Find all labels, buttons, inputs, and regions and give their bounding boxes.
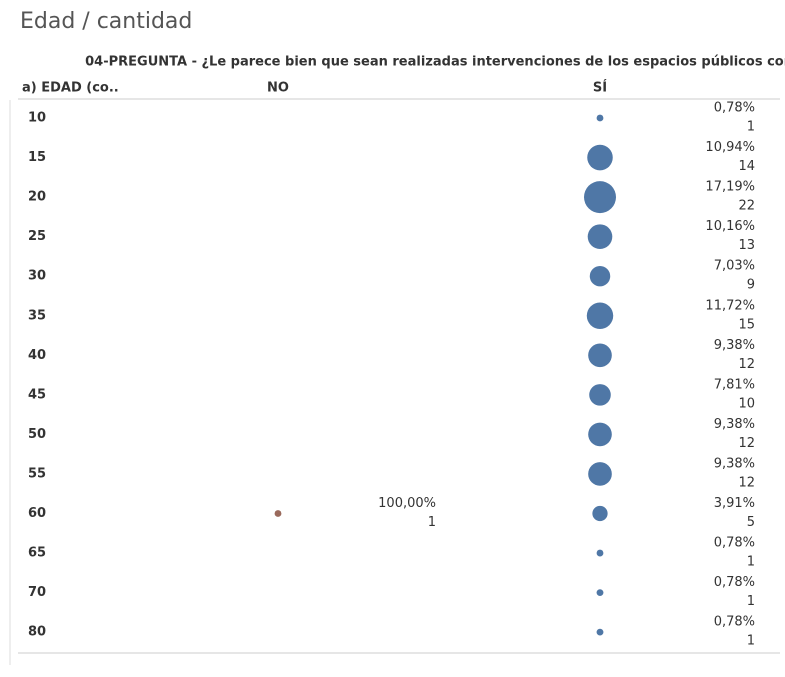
column-header: 04-PREGUNTA - ¿Le parece bien que sean r… bbox=[85, 55, 785, 70]
bubble bbox=[596, 628, 604, 636]
column-label: NO bbox=[267, 81, 289, 96]
row-label: 30 bbox=[28, 269, 46, 284]
percent-label: 7,81% bbox=[714, 377, 755, 392]
bubble bbox=[587, 144, 613, 171]
row-label: 70 bbox=[28, 585, 46, 600]
bubble bbox=[596, 549, 604, 557]
bubble bbox=[596, 114, 604, 122]
bubble bbox=[584, 181, 616, 214]
count-label: 14 bbox=[738, 159, 755, 174]
count-label: 9 bbox=[747, 278, 755, 293]
count-label: 1 bbox=[428, 515, 436, 530]
percent-label: 10,94% bbox=[705, 140, 755, 155]
percent-label: 0,78% bbox=[714, 101, 755, 116]
row-label: 15 bbox=[28, 150, 46, 165]
bubble bbox=[596, 589, 604, 597]
percent-label: 7,03% bbox=[714, 259, 755, 274]
count-label: 1 bbox=[747, 120, 755, 135]
row-label: 35 bbox=[28, 308, 46, 323]
row-label: 20 bbox=[28, 190, 46, 205]
percent-label: 0,78% bbox=[714, 536, 755, 551]
row-label: 80 bbox=[28, 625, 46, 640]
chart-title: Edad / cantidad bbox=[20, 9, 192, 34]
row-label: 60 bbox=[28, 506, 46, 521]
percent-label: 9,38% bbox=[714, 456, 755, 471]
column-label: SÍ bbox=[593, 80, 607, 96]
bubble bbox=[592, 505, 608, 522]
bubble bbox=[587, 224, 613, 249]
bubble bbox=[588, 462, 612, 486]
count-label: 12 bbox=[738, 357, 755, 372]
count-label: 10 bbox=[738, 396, 755, 411]
count-label: 22 bbox=[738, 199, 755, 214]
bubble bbox=[274, 510, 282, 517]
bubble bbox=[586, 302, 614, 329]
bubble bbox=[588, 343, 612, 368]
count-label: 5 bbox=[747, 515, 755, 530]
count-label: 13 bbox=[738, 238, 755, 253]
percent-label: 9,38% bbox=[714, 417, 755, 432]
percent-label: 9,38% bbox=[714, 338, 755, 353]
percent-label: 3,91% bbox=[714, 496, 755, 511]
percent-label: 11,72% bbox=[705, 298, 755, 313]
row-label: 40 bbox=[28, 348, 46, 363]
count-label: 15 bbox=[738, 317, 755, 332]
bubble bbox=[588, 422, 612, 447]
count-label: 1 bbox=[747, 555, 755, 570]
count-label: 1 bbox=[747, 634, 755, 649]
percent-label: 17,19% bbox=[705, 180, 755, 195]
bubble bbox=[589, 265, 611, 287]
row-label: 65 bbox=[28, 546, 46, 561]
row-label: 50 bbox=[28, 427, 46, 442]
row-label: 25 bbox=[28, 229, 46, 244]
row-header: a) EDAD (co.. bbox=[22, 81, 119, 96]
count-label: 1 bbox=[747, 594, 755, 609]
count-label: 12 bbox=[738, 475, 755, 490]
percent-label: 100,00% bbox=[378, 496, 436, 511]
percent-label: 10,16% bbox=[705, 219, 755, 234]
row-label: 55 bbox=[28, 466, 46, 481]
percent-label: 0,78% bbox=[714, 575, 755, 590]
bubble bbox=[589, 384, 611, 406]
count-label: 12 bbox=[738, 436, 755, 451]
row-label: 10 bbox=[28, 111, 46, 126]
percent-label: 0,78% bbox=[714, 615, 755, 630]
row-label: 45 bbox=[28, 387, 46, 402]
